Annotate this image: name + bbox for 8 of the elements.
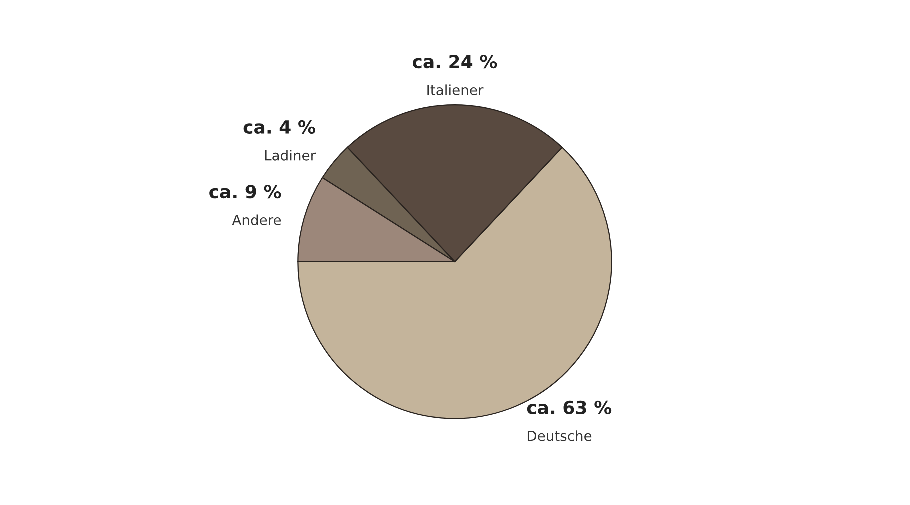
data-label: ca. 9 % [210,185,282,199]
data-label: ca. 4 % [244,120,316,134]
slice-label: Deutsche [528,430,592,442]
data-label: ca. 63 % [527,400,612,415]
data-label: ca. 24 % [413,54,498,69]
slice-label: Italiener [428,84,484,96]
slice-label: Andere [232,214,282,226]
slice-label: Ladiner [265,150,316,161]
